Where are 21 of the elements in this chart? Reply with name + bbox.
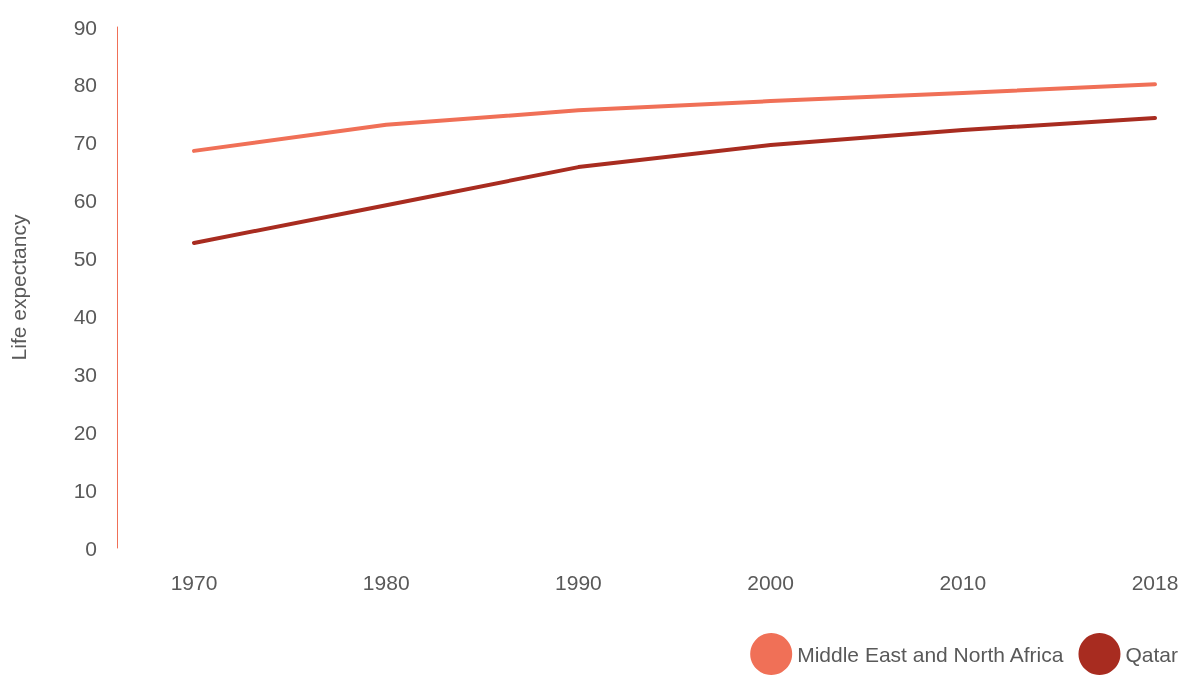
y-tick-label: 70 bbox=[73, 131, 97, 155]
y-tick-label: 0 bbox=[85, 536, 97, 560]
y-tick-label: 30 bbox=[73, 362, 97, 386]
legend-label: Qatar bbox=[1125, 642, 1179, 666]
y-tick-label: 50 bbox=[73, 247, 97, 271]
line-series bbox=[192, 82, 1157, 153]
x-tick-label: 1980 bbox=[362, 571, 410, 594]
y-tick-label: 10 bbox=[73, 478, 97, 502]
y-axis-title: Life expectancy bbox=[7, 214, 30, 361]
legend-label: Middle East and North Africa bbox=[797, 642, 1064, 666]
y-tick-label: 40 bbox=[73, 304, 97, 328]
x-tick-label: 2000 bbox=[747, 571, 794, 594]
x-tick-label: 2010 bbox=[939, 571, 987, 594]
y-tick-label: 90 bbox=[73, 15, 97, 39]
y-tick-label: 20 bbox=[73, 420, 97, 444]
y-tick-label: 60 bbox=[73, 189, 97, 213]
x-tick-label: 1990 bbox=[555, 571, 602, 594]
x-tick-label: 2018 bbox=[1131, 571, 1179, 594]
x-tick-label: 1970 bbox=[170, 571, 218, 594]
line-series bbox=[192, 115, 1157, 245]
y-tick-label: 80 bbox=[73, 73, 97, 97]
